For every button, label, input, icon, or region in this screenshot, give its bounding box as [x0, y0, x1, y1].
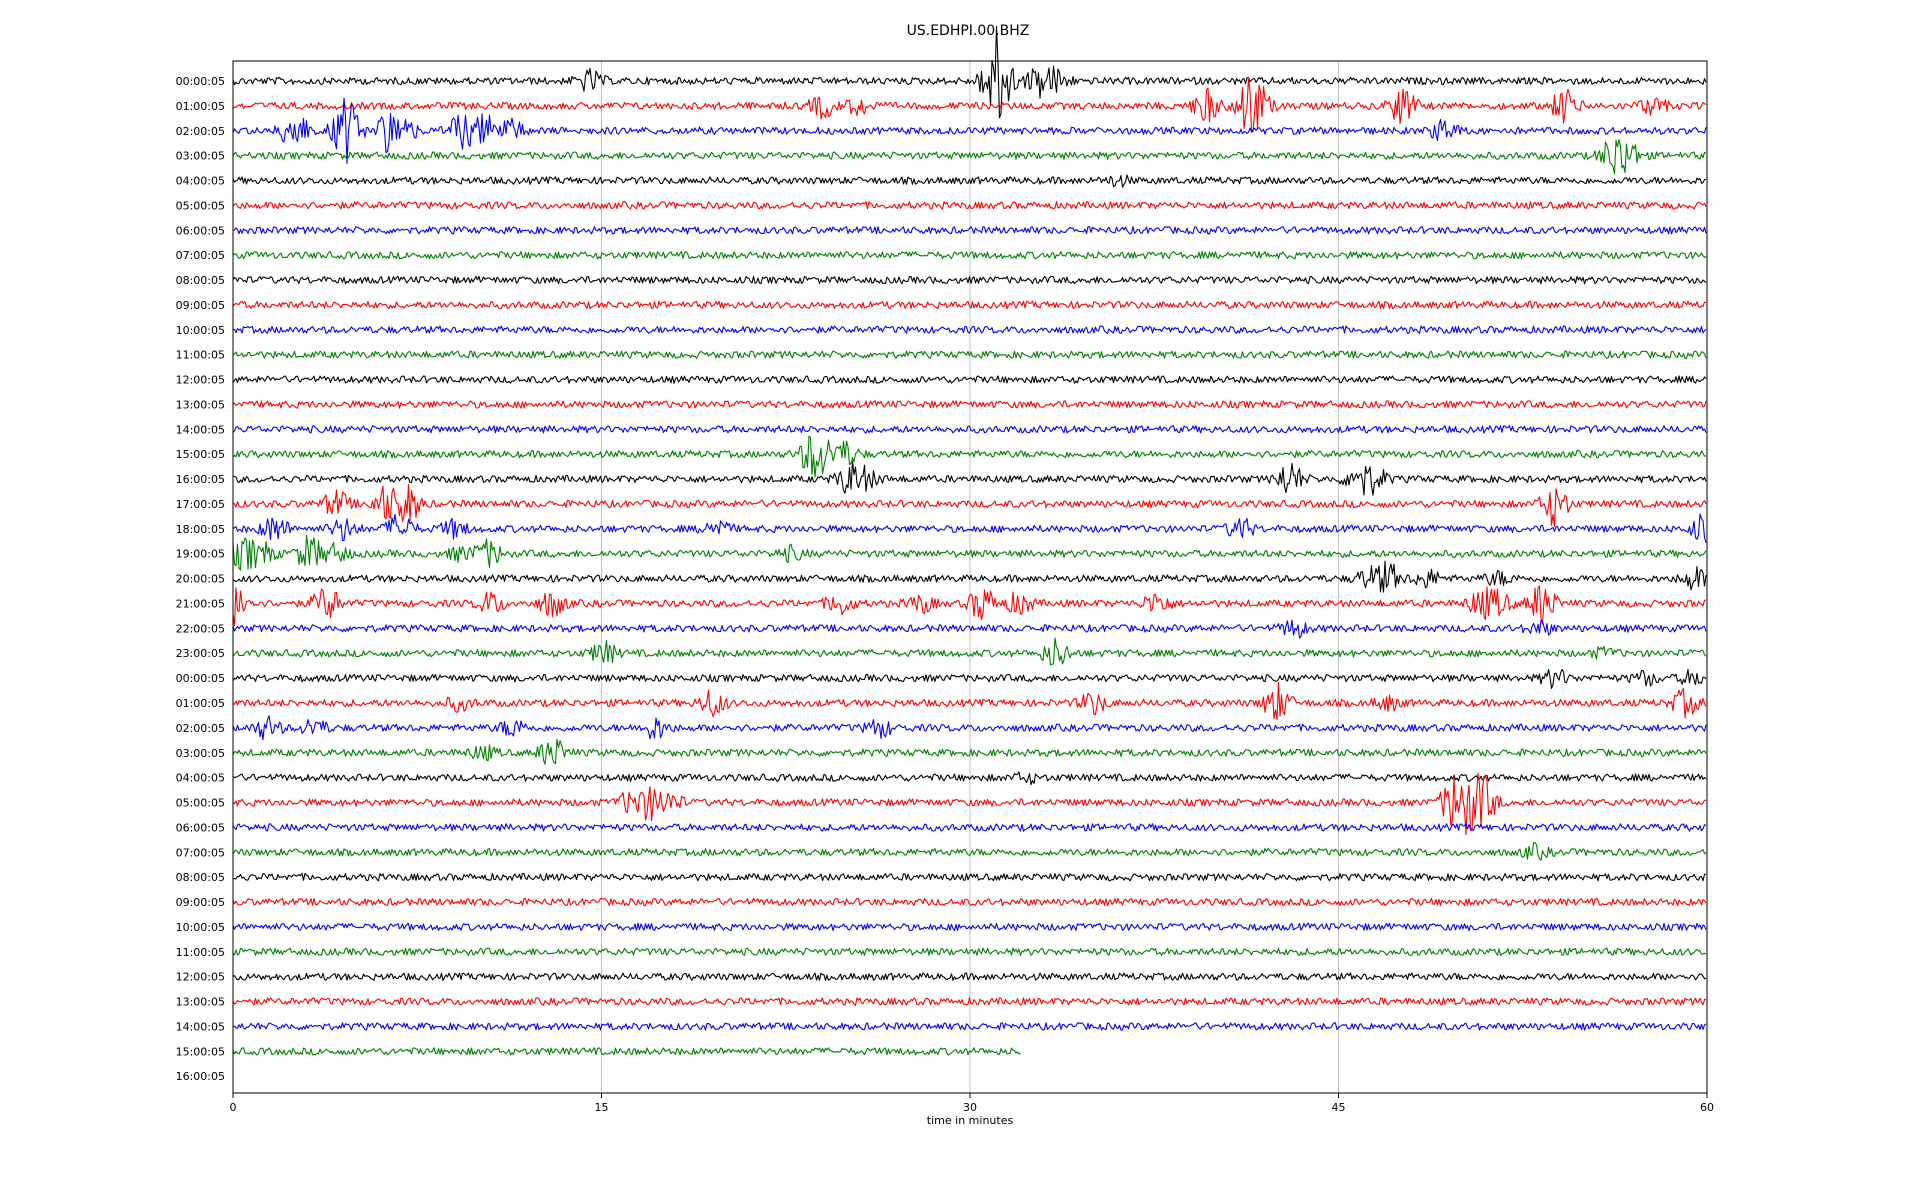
trace-row-31	[232, 842, 1707, 861]
row-label-33: 09:00:05	[176, 896, 225, 909]
trace-row-11	[232, 350, 1707, 359]
row-label-40: 16:00:05	[176, 1070, 225, 1083]
x-tick-label-0: 0	[230, 1101, 237, 1114]
x-tick-label-4: 60	[1700, 1101, 1714, 1114]
row-label-23: 23:00:05	[176, 647, 225, 660]
trace-row-21	[232, 585, 1707, 627]
trace-row-26	[232, 715, 1707, 741]
trace-row-23	[232, 637, 1707, 666]
trace-row-16	[232, 460, 1707, 496]
trace-row-28	[232, 771, 1707, 786]
chart-title: US.EDHPI.00.BHZ	[907, 23, 1030, 39]
trace-row-12	[232, 375, 1707, 384]
trace-row-22	[232, 619, 1707, 639]
row-label-9: 09:00:05	[176, 299, 225, 312]
trace-row-24	[232, 668, 1707, 689]
row-label-17: 17:00:05	[176, 498, 225, 511]
trace-row-3	[232, 138, 1707, 175]
trace-row-7	[232, 250, 1707, 260]
row-label-36: 12:00:05	[176, 971, 225, 984]
row-label-11: 11:00:05	[176, 349, 225, 362]
trace-row-30	[232, 823, 1707, 832]
trace-row-37	[232, 997, 1707, 1006]
trace-row-36	[232, 972, 1707, 982]
row-label-16: 16:00:05	[176, 473, 225, 486]
x-axis-label: time in minutes	[927, 1114, 1014, 1127]
row-label-32: 08:00:05	[176, 871, 225, 884]
trace-row-35	[232, 947, 1707, 957]
row-label-38: 14:00:05	[176, 1020, 225, 1033]
trace-row-13	[232, 400, 1707, 409]
trace-row-14	[232, 425, 1707, 434]
x-axis-ticks: 0 15 30 45 60	[230, 1093, 1714, 1114]
row-label-4: 04:00:05	[176, 175, 225, 188]
row-label-24: 00:00:05	[176, 672, 225, 685]
trace-row-38	[232, 1022, 1707, 1031]
trace-row-39	[232, 1047, 1021, 1056]
row-label-25: 01:00:05	[176, 697, 225, 710]
row-label-6: 06:00:05	[176, 224, 225, 237]
row-label-31: 07:00:05	[176, 846, 225, 859]
row-label-10: 10:00:05	[176, 324, 225, 337]
trace-row-10	[232, 325, 1707, 335]
row-label-27: 03:00:05	[176, 747, 225, 760]
trace-row-5	[232, 201, 1707, 210]
row-label-22: 22:00:05	[176, 622, 225, 635]
row-label-39: 15:00:05	[176, 1045, 225, 1058]
trace-rows	[232, 25, 1707, 1056]
trace-row-19	[232, 534, 1707, 571]
trace-row-27	[232, 738, 1707, 765]
row-label-34: 10:00:05	[176, 921, 225, 934]
row-label-2: 02:00:05	[176, 125, 225, 138]
row-label-20: 20:00:05	[176, 573, 225, 586]
trace-row-34	[232, 922, 1707, 932]
row-label-35: 11:00:05	[176, 946, 225, 959]
row-label-7: 07:00:05	[176, 249, 225, 262]
row-label-14: 14:00:05	[176, 423, 225, 436]
trace-row-32	[232, 872, 1707, 882]
trace-row-20	[232, 560, 1707, 593]
x-tick-label-1: 15	[595, 1101, 609, 1114]
trace-row-1	[232, 77, 1707, 133]
row-label-8: 08:00:05	[176, 274, 225, 287]
row-label-21: 21:00:05	[176, 597, 225, 610]
trace-row-18	[232, 513, 1707, 543]
trace-row-29	[232, 773, 1707, 836]
trace-row-25	[232, 681, 1707, 720]
trace-row-33	[232, 897, 1707, 907]
row-label-5: 05:00:05	[176, 199, 225, 212]
x-tick-label-2: 30	[963, 1101, 977, 1114]
row-label-19: 19:00:05	[176, 548, 225, 561]
row-labels: 00:00:05 01:00:05 02:00:05 03:00:05 04:00:05…	[176, 75, 225, 1083]
trace-row-2	[232, 97, 1707, 164]
trace-row-8	[232, 275, 1707, 285]
row-label-15: 15:00:05	[176, 448, 225, 461]
trace-row-15	[232, 435, 1707, 478]
trace-row-17	[232, 484, 1707, 527]
row-label-12: 12:00:05	[176, 374, 225, 387]
row-label-13: 13:00:05	[176, 398, 225, 411]
row-label-28: 04:00:05	[176, 772, 225, 785]
trace-row-4	[232, 174, 1707, 188]
row-label-37: 13:00:05	[176, 996, 225, 1009]
row-label-18: 18:00:05	[176, 523, 225, 536]
row-label-0: 00:00:05	[176, 75, 225, 88]
row-label-1: 01:00:05	[176, 100, 225, 113]
row-label-26: 02:00:05	[176, 722, 225, 735]
x-tick-label-3: 45	[1332, 1101, 1346, 1114]
trace-row-6	[232, 226, 1707, 235]
row-label-29: 05:00:05	[176, 797, 225, 810]
trace-row-0	[232, 25, 1707, 119]
row-label-30: 06:00:05	[176, 821, 225, 834]
trace-row-9	[232, 300, 1707, 310]
row-label-3: 03:00:05	[176, 150, 225, 163]
